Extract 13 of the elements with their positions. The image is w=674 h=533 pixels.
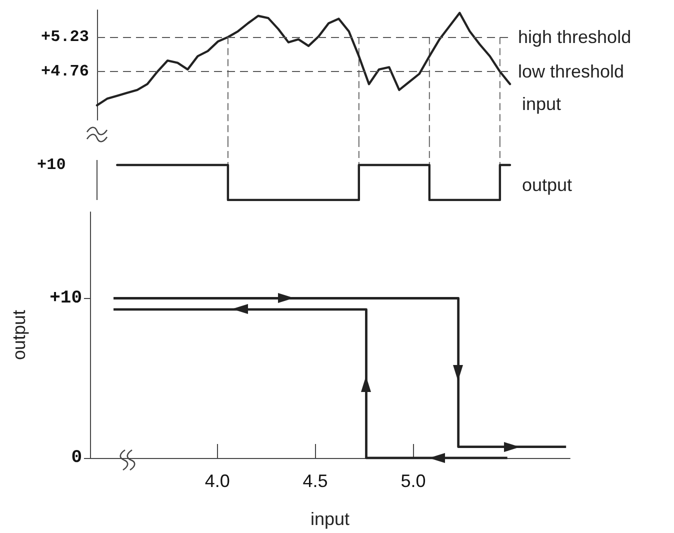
series-label: output (522, 175, 572, 195)
ref-line-label: high threshold (518, 27, 632, 48)
y-tick-label: +5.23 (40, 28, 89, 46)
x-tick-label: 4.0 (204, 471, 230, 491)
y-axis-title: output (9, 310, 29, 360)
x-tick-label: 4.5 (302, 471, 328, 491)
series-label: input (522, 94, 562, 114)
y-tick-label: +4.76 (40, 62, 89, 81)
x-axis-title: input (310, 509, 350, 529)
x-tick-label: 5.0 (400, 471, 426, 491)
y-tick-label: 0 (71, 448, 82, 468)
ref-line-label: low threshold (518, 62, 624, 82)
y-tick-label: +10 (50, 288, 82, 308)
